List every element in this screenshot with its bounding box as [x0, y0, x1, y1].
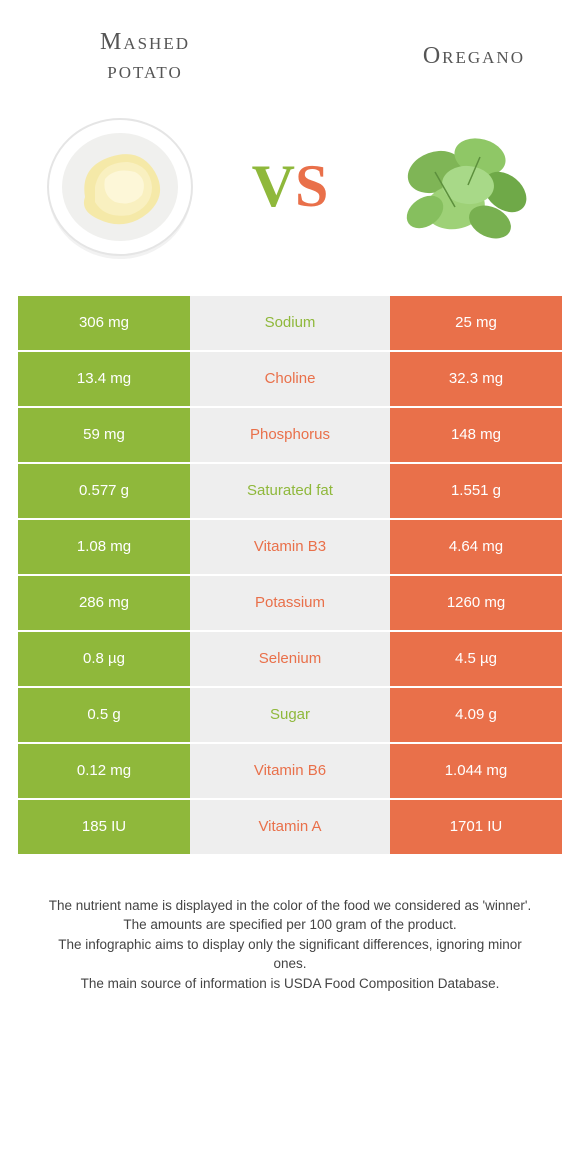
right-value-cell: 32.3 mg: [390, 352, 562, 406]
table-row: 59 mgPhosphorus148 mg: [18, 408, 562, 464]
left-food-image: [40, 107, 200, 267]
right-value-cell: 25 mg: [390, 296, 562, 350]
left-title-line1: Mashed: [100, 29, 190, 55]
footnote-line: The infographic aims to display only the…: [40, 935, 540, 974]
right-value-cell: 4.64 mg: [390, 520, 562, 574]
left-title-line2: potato: [107, 58, 183, 84]
nutrient-label-cell: Sodium: [190, 296, 390, 350]
table-row: 0.5 gSugar4.09 g: [18, 688, 562, 744]
right-value-cell: 1260 mg: [390, 576, 562, 630]
image-row: VS: [0, 96, 580, 286]
nutrient-label-cell: Choline: [190, 352, 390, 406]
left-value-cell: 1.08 mg: [18, 520, 190, 574]
table-row: 13.4 mgCholine32.3 mg: [18, 352, 562, 408]
table-row: 0.8 µgSelenium4.5 µg: [18, 632, 562, 688]
table-row: 306 mgSodium25 mg: [18, 296, 562, 352]
vs-s: S: [295, 153, 328, 219]
nutrient-label-cell: Sugar: [190, 688, 390, 742]
table-row: 286 mgPotassium1260 mg: [18, 576, 562, 632]
comparison-table: 306 mgSodium25 mg13.4 mgCholine32.3 mg59…: [18, 296, 562, 856]
left-value-cell: 286 mg: [18, 576, 190, 630]
left-value-cell: 59 mg: [18, 408, 190, 462]
left-food-title: Mashed potato: [55, 28, 235, 86]
right-food-image: [380, 107, 540, 267]
right-value-cell: 4.09 g: [390, 688, 562, 742]
nutrient-label-cell: Selenium: [190, 632, 390, 686]
right-value-cell: 1.044 mg: [390, 744, 562, 798]
left-value-cell: 0.577 g: [18, 464, 190, 518]
right-value-cell: 1701 IU: [390, 800, 562, 854]
vs-label: VS: [252, 152, 329, 221]
footnote-line: The nutrient name is displayed in the co…: [40, 896, 540, 916]
footnotes: The nutrient name is displayed in the co…: [40, 896, 540, 994]
nutrient-label-cell: Vitamin A: [190, 800, 390, 854]
nutrient-label-cell: Vitamin B6: [190, 744, 390, 798]
nutrient-label-cell: Potassium: [190, 576, 390, 630]
nutrient-label-cell: Vitamin B3: [190, 520, 390, 574]
right-value-cell: 148 mg: [390, 408, 562, 462]
footnote-line: The main source of information is USDA F…: [40, 974, 540, 994]
left-value-cell: 306 mg: [18, 296, 190, 350]
left-value-cell: 185 IU: [18, 800, 190, 854]
right-value-cell: 4.5 µg: [390, 632, 562, 686]
nutrient-label-cell: Phosphorus: [190, 408, 390, 462]
table-row: 0.577 gSaturated fat1.551 g: [18, 464, 562, 520]
table-row: 0.12 mgVitamin B61.044 mg: [18, 744, 562, 800]
table-row: 185 IUVitamin A1701 IU: [18, 800, 562, 856]
footnote-line: The amounts are specified per 100 gram o…: [40, 915, 540, 935]
left-value-cell: 13.4 mg: [18, 352, 190, 406]
left-value-cell: 0.8 µg: [18, 632, 190, 686]
right-value-cell: 1.551 g: [390, 464, 562, 518]
header: Mashed potato Oregano: [0, 0, 580, 96]
left-value-cell: 0.5 g: [18, 688, 190, 742]
table-row: 1.08 mgVitamin B34.64 mg: [18, 520, 562, 576]
right-food-title: Oregano: [345, 42, 525, 71]
left-value-cell: 0.12 mg: [18, 744, 190, 798]
nutrient-label-cell: Saturated fat: [190, 464, 390, 518]
vs-v: V: [252, 153, 295, 219]
